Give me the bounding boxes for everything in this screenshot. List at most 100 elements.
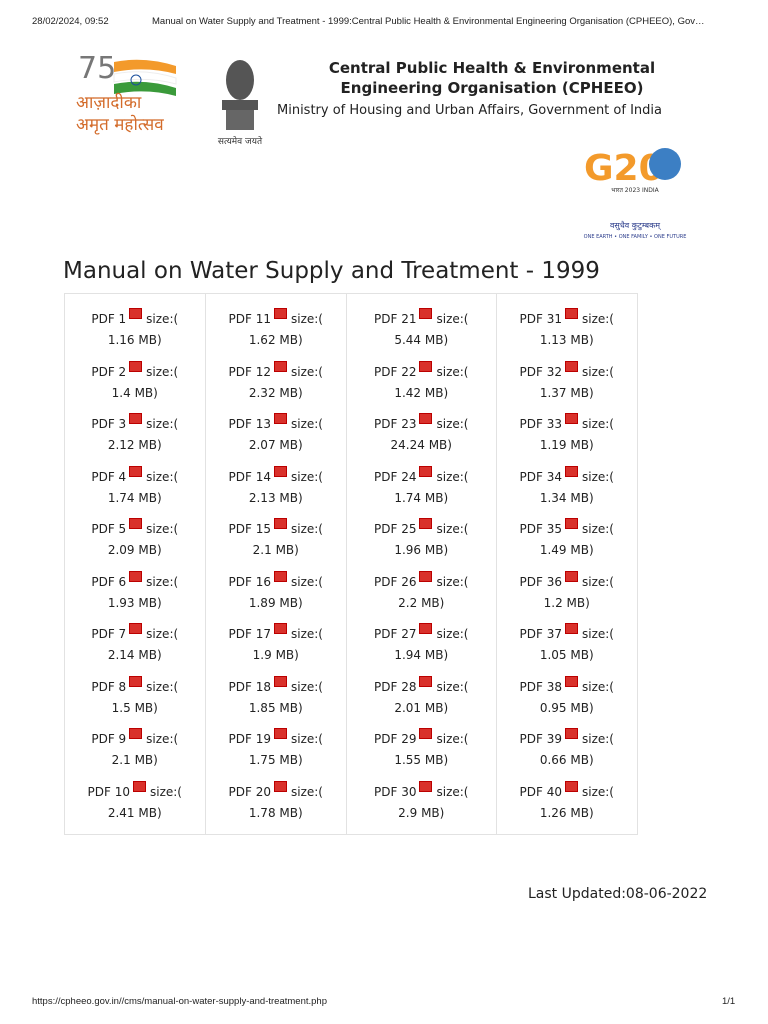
- size-label: size:(: [436, 522, 469, 536]
- file-size: 1.13 MB): [539, 333, 594, 347]
- cell-line: 1.74 MB): [65, 488, 205, 509]
- file-size: 2.09 MB): [107, 543, 162, 557]
- pdf-link[interactable]: PDF 9: [91, 732, 127, 746]
- cell-line: PDF 7 size:(: [65, 623, 205, 645]
- pdf-link[interactable]: PDF 31: [519, 312, 562, 326]
- cell-line: 1.75 MB): [206, 750, 347, 771]
- pdf-link[interactable]: PDF 1: [91, 312, 127, 326]
- pdf-link[interactable]: PDF 16: [228, 574, 271, 589]
- table-cell: PDF 17 size:(1.9 MB): [206, 623, 347, 676]
- cell-line: 2.1 MB): [65, 750, 205, 771]
- pdf-link[interactable]: PDF 34: [519, 469, 562, 484]
- pdf-icon: [129, 728, 143, 739]
- table-cell: PDF 30 size:( 2.9 MB): [347, 780, 495, 834]
- pdf-icon: [564, 623, 578, 634]
- pdf-icon: [274, 518, 287, 529]
- pdf-link[interactable]: PDF 3: [91, 417, 127, 431]
- cell-line: 1.19 MB): [497, 435, 638, 456]
- pdf-link[interactable]: PDF 2: [91, 364, 127, 379]
- table-cell: PDF 38 size:(0.95 MB): [497, 675, 638, 729]
- file-size: 1.42 MB): [394, 385, 449, 400]
- pdf-link[interactable]: PDF 23: [374, 417, 417, 431]
- pdf-link[interactable]: PDF 15: [228, 522, 271, 536]
- file-size: 1.4 MB): [111, 385, 158, 400]
- pdf-link[interactable]: PDF 27: [374, 627, 417, 641]
- pdf-link[interactable]: PDF 30: [374, 784, 417, 799]
- pdf-link[interactable]: PDF 29: [374, 732, 417, 746]
- size-label: size:(: [291, 417, 323, 431]
- pdf-link[interactable]: PDF 20: [228, 784, 271, 799]
- cell-line: 1.34 MB): [497, 488, 638, 509]
- file-size: 1.26 MB): [539, 805, 594, 820]
- table-cell: PDF 40 size:( 1.26 MB): [497, 780, 638, 834]
- pdf-link[interactable]: PDF 28: [374, 679, 417, 694]
- pdf-link[interactable]: PDF 38: [519, 679, 562, 694]
- size-label: size:(: [291, 364, 323, 379]
- pdf-link[interactable]: PDF 12: [228, 364, 271, 379]
- pdf-link[interactable]: PDF 21: [374, 312, 417, 326]
- cell-line: PDF 17 size:(: [206, 623, 347, 645]
- cell-line: PDF 35 size:(: [497, 518, 638, 540]
- cell-line: PDF 4 size:(: [65, 465, 205, 488]
- azadi-logo: 75 आज़ादीका अमृत महोत्सव: [76, 51, 177, 135]
- pdf-link[interactable]: PDF 40: [519, 784, 562, 799]
- cell-line: 2.12 MB): [65, 435, 205, 456]
- size-label: size:(: [146, 679, 179, 694]
- table-cell: PDF 5 size:(2.09 MB): [65, 518, 205, 571]
- file-size: 2.12 MB): [107, 438, 162, 452]
- table-cell: PDF 4 size:( 1.74 MB): [65, 465, 205, 519]
- size-label: size:(: [291, 679, 323, 694]
- pdf-link[interactable]: PDF 5: [91, 522, 127, 536]
- pdf-icon: [419, 360, 433, 372]
- size-label: size:(: [581, 627, 614, 641]
- pdf-icon: [274, 465, 287, 477]
- cell-line: PDF 18 size:(: [206, 675, 347, 698]
- file-size: 2.41 MB): [107, 805, 162, 820]
- table-cell: PDF 2 size:( 1.4 MB): [65, 360, 205, 414]
- pdf-link[interactable]: PDF 6: [91, 574, 127, 589]
- size-label: size:(: [581, 364, 614, 379]
- size-label: size:(: [436, 784, 469, 799]
- pdf-link[interactable]: PDF 7: [91, 627, 127, 641]
- pdf-link[interactable]: PDF 25: [374, 522, 417, 536]
- cell-line: PDF 12 size:(: [206, 360, 347, 383]
- pdf-link[interactable]: PDF 18: [228, 679, 271, 694]
- size-label: size:(: [581, 522, 614, 536]
- pdf-link[interactable]: PDF 36: [519, 574, 562, 589]
- size-label: size:(: [146, 469, 179, 484]
- pdf-link[interactable]: PDF 35: [519, 522, 562, 536]
- pdf-link[interactable]: PDF 11: [228, 312, 271, 326]
- size-label: size:(: [146, 364, 179, 379]
- pdf-link[interactable]: PDF 8: [91, 679, 127, 694]
- file-size: 1.5 MB): [111, 700, 158, 715]
- table-cell: PDF 25 size:(1.96 MB): [347, 518, 495, 571]
- size-label: size:(: [291, 469, 323, 484]
- pdf-link[interactable]: PDF 24: [374, 469, 417, 484]
- pdf-link[interactable]: PDF 13: [228, 417, 271, 431]
- cell-line: 1.9 MB): [206, 645, 347, 666]
- pdf-icon: [274, 308, 287, 319]
- cell-line: 2.9 MB): [347, 803, 495, 824]
- pdf-link[interactable]: PDF 26: [374, 574, 417, 589]
- cell-line: 0.66 MB): [497, 750, 638, 771]
- cell-line: 1.62 MB): [206, 330, 347, 351]
- pdf-link[interactable]: PDF 33: [519, 417, 562, 431]
- pdf-link[interactable]: PDF 19: [228, 732, 271, 746]
- pdf-link[interactable]: PDF 14: [228, 469, 271, 484]
- size-label: size:(: [436, 679, 469, 694]
- pdf-link[interactable]: PDF 32: [519, 364, 562, 379]
- pdf-link[interactable]: PDF 22: [374, 364, 417, 379]
- table-cell: PDF 10 size:(2.41 MB): [65, 780, 205, 834]
- pdf-link[interactable]: PDF 39: [519, 732, 562, 746]
- pdf-icon: [419, 675, 433, 687]
- table-cell: PDF 1 size:(1.16 MB): [65, 308, 205, 361]
- pdf-icon: [129, 623, 143, 634]
- cell-line: PDF 40 size:(: [497, 780, 638, 803]
- azadi-number: 75: [78, 51, 116, 86]
- cell-line: 2.13 MB): [206, 488, 347, 509]
- pdf-link[interactable]: PDF 4: [91, 469, 127, 484]
- pdf-link[interactable]: PDF 37: [519, 627, 562, 641]
- pdf-link[interactable]: PDF 10: [87, 784, 130, 799]
- file-size: 1.37 MB): [539, 385, 594, 400]
- pdf-link[interactable]: PDF 17: [228, 627, 271, 641]
